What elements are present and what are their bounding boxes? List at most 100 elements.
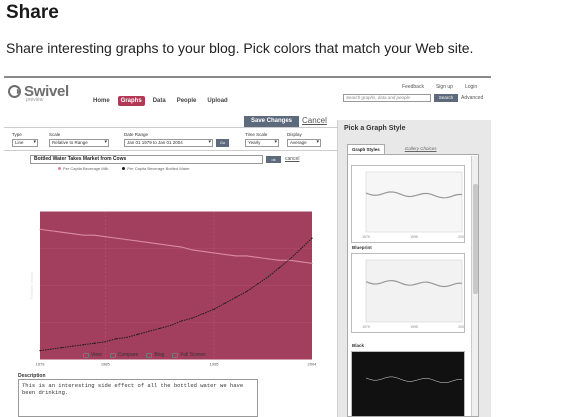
data-point — [300, 247, 302, 250]
data-point — [257, 283, 259, 285]
data-point — [137, 333, 139, 335]
blog-label: Blog — [154, 352, 165, 358]
thumb-line — [365, 191, 463, 199]
legend-label-water: Per Capita Beverage Bottled Water — [127, 166, 190, 171]
data-point — [82, 234, 85, 236]
title-ok-button[interactable]: ok — [266, 156, 281, 163]
view-action[interactable]: View — [83, 352, 102, 358]
data-point — [246, 290, 248, 293]
top-rule — [4, 76, 491, 78]
graph-title-input[interactable]: Bottled Water Takes Market from Cows — [30, 155, 263, 164]
thumb-tick-label: 1995 — [410, 235, 418, 239]
scale-select[interactable]: Relative to Range — [49, 139, 109, 147]
style-name: Blueprint — [352, 245, 372, 250]
scroll-thumb[interactable] — [473, 184, 478, 294]
fullscreen-icon — [172, 352, 179, 358]
data-point — [235, 255, 237, 257]
swivel-logo[interactable]: Swivel — [8, 83, 69, 100]
blog-icon — [146, 352, 153, 358]
compare-action[interactable]: Compare — [109, 352, 138, 358]
graph-style-sidebar: Pick a Graph Style Graph Styles Gallery … — [337, 120, 491, 417]
data-point — [213, 308, 215, 310]
data-point — [137, 240, 139, 242]
nav-graphs[interactable]: Graphs — [117, 96, 145, 106]
description-label: Description — [18, 373, 46, 379]
display-select[interactable]: Average — [287, 139, 321, 147]
data-point — [224, 302, 226, 304]
blog-action[interactable]: Blog — [146, 352, 164, 358]
data-point — [311, 237, 313, 239]
data-point — [104, 341, 106, 343]
search-input[interactable]: Search graphs, data and people — [343, 94, 431, 102]
cancel-link[interactable]: Cancel — [302, 116, 327, 125]
style-list: 1979 1995 2004 Blueprint 1979 1995 2004 Black — [347, 154, 479, 417]
time-scale-label: Time Scale — [245, 132, 268, 137]
type-select[interactable]: Line — [12, 139, 38, 147]
data-point — [39, 350, 41, 352]
data-point — [148, 330, 150, 332]
style-thumbnail[interactable] — [351, 351, 465, 417]
data-point — [61, 231, 63, 233]
nav-people[interactable]: People — [176, 98, 197, 104]
data-point — [191, 317, 193, 319]
title-cancel-link[interactable]: cancel — [285, 156, 300, 162]
signup-link[interactable]: Sign up — [435, 84, 453, 90]
page-heading: Share — [6, 2, 59, 23]
data-point — [300, 261, 302, 263]
x-tick-label: 1995 — [210, 362, 220, 367]
thumb-plot — [365, 259, 463, 323]
data-point — [278, 267, 280, 269]
view-icon — [83, 352, 89, 358]
account-links: Feedback Sign up Login — [402, 84, 477, 90]
sidebar-tabs: Graph Styles Gallery Choices — [347, 144, 475, 154]
legend-label-milk: Per Capita Beverage Milk — [63, 166, 109, 171]
login-link[interactable]: Login — [464, 84, 478, 90]
data-point — [180, 246, 183, 248]
data-point — [115, 338, 117, 340]
main-nav: Home Graphs Data People Upload — [90, 96, 231, 106]
time-scale-select[interactable]: Yearly — [245, 139, 279, 147]
style-name: Black — [352, 343, 365, 348]
description-textarea[interactable]: This is an interesting side effect of al… — [18, 379, 258, 417]
nav-data[interactable]: Data — [152, 98, 166, 104]
style-thumbnail[interactable]: 1979 1995 2004 — [351, 165, 465, 243]
data-point — [39, 228, 41, 230]
data-point — [72, 233, 74, 235]
search-button[interactable]: Search — [434, 94, 458, 102]
data-point — [50, 230, 52, 232]
date-go-button[interactable]: Go — [216, 139, 229, 147]
legend-item: Per Capita Beverage Bottled Water — [122, 166, 190, 171]
tab-graph-styles[interactable]: Graph Styles — [347, 144, 385, 154]
save-changes-button[interactable]: Save Changes — [244, 116, 299, 127]
data-point — [202, 250, 204, 253]
style-thumbnail[interactable]: 1979 1995 2004 — [351, 253, 465, 333]
logo-text: Swivel — [24, 83, 69, 100]
date-range-field[interactable]: Jan 01 1979 to Jan 01 2004 — [124, 139, 213, 147]
data-point — [82, 344, 85, 346]
nav-upload[interactable]: Upload — [207, 98, 228, 104]
style-list-scrollbar[interactable] — [471, 156, 478, 416]
legend-item: Per Capita Beverage Milk — [58, 166, 108, 171]
swivel-logo-icon — [8, 85, 21, 98]
display-label: Display — [287, 132, 302, 137]
data-point — [246, 255, 248, 257]
fullscreen-action[interactable]: Full Screen — [172, 352, 206, 358]
data-point — [50, 348, 52, 350]
data-point — [93, 234, 95, 236]
data-point — [289, 258, 291, 260]
data-point — [126, 336, 128, 338]
data-point — [115, 237, 117, 239]
x-tick-label: 2004 — [308, 362, 316, 367]
data-point — [93, 342, 95, 344]
graph-actions: View Compare Blog Full Screen — [83, 352, 206, 358]
type-label: Type — [12, 132, 22, 137]
data-point — [72, 345, 74, 347]
swivel-screenshot: Swivel preview Home Graphs Data People U… — [4, 76, 491, 417]
advanced-search-link[interactable]: Advanced — [461, 95, 484, 101]
data-point — [267, 276, 270, 278]
nav-home[interactable]: Home — [93, 98, 110, 104]
thumb-line — [365, 280, 463, 288]
feedback-link[interactable]: Feedback — [402, 84, 424, 90]
data-point — [224, 253, 226, 256]
tab-gallery-choices[interactable]: Gallery Choices — [404, 146, 437, 151]
